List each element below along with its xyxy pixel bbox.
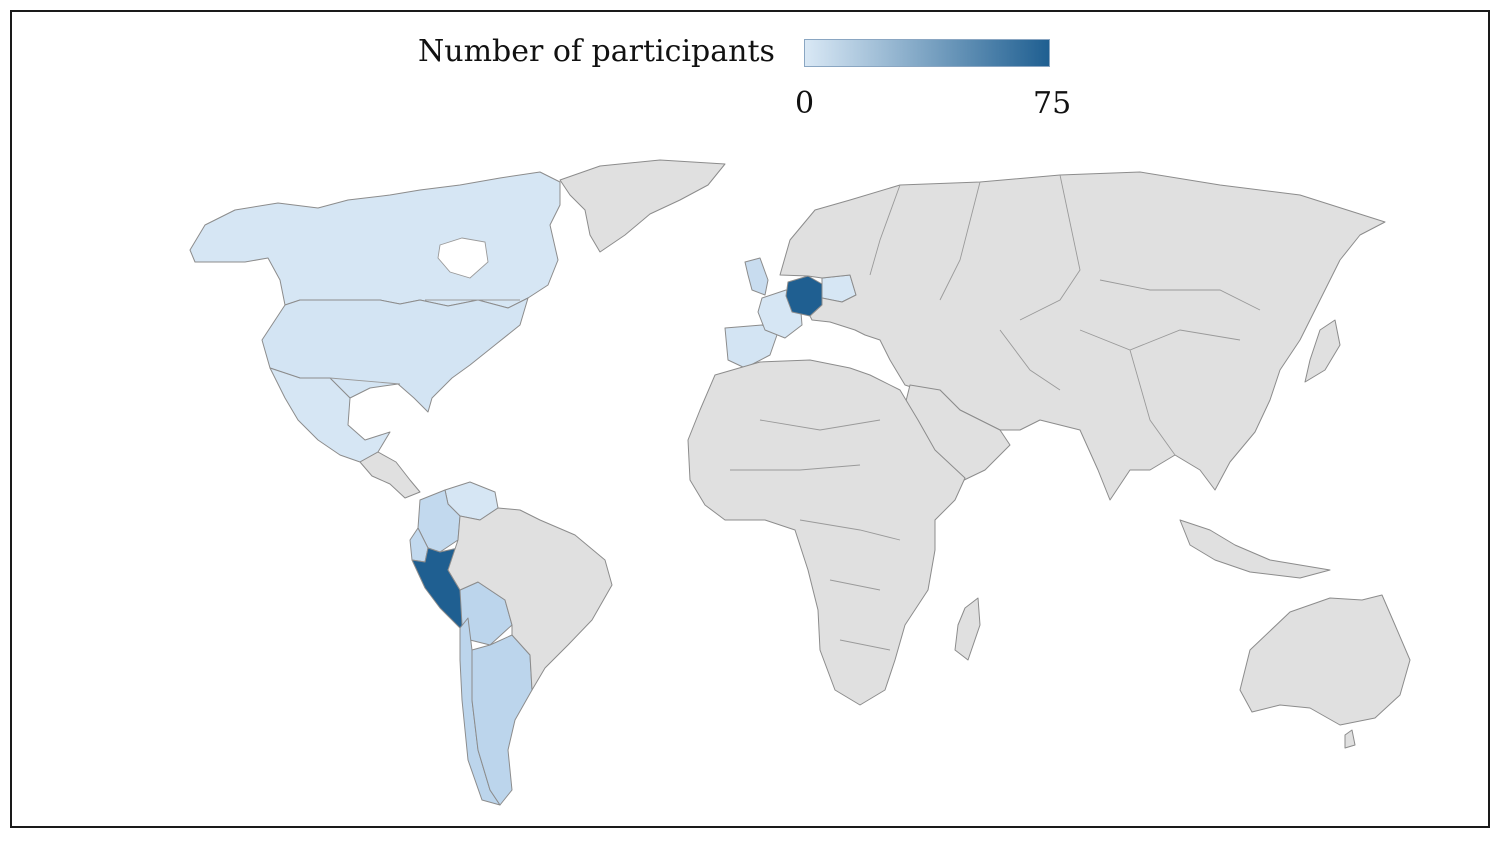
legend-title: Number of participants <box>418 34 775 69</box>
region-mexico <box>269 367 391 463</box>
region-spain <box>724 324 779 369</box>
legend-min-label: 0 <box>795 86 815 121</box>
region-greenland <box>559 159 726 253</box>
region-canada <box>189 171 561 309</box>
hudson-bay <box>437 237 489 279</box>
region-eurasia <box>779 171 1386 501</box>
region-brazil <box>447 507 613 691</box>
region-japan <box>1304 319 1341 383</box>
region-africa <box>687 359 966 706</box>
region-indonesia <box>1179 519 1331 579</box>
region-australia <box>1239 594 1411 726</box>
country-borders <box>329 174 1261 651</box>
legend-color-scale <box>804 39 1050 67</box>
region-madagascar <box>954 597 981 661</box>
legend-max-label: 75 <box>1033 86 1072 121</box>
region-new-zealand <box>1344 729 1356 749</box>
region-uk <box>744 257 769 296</box>
region-central-america <box>359 451 421 499</box>
